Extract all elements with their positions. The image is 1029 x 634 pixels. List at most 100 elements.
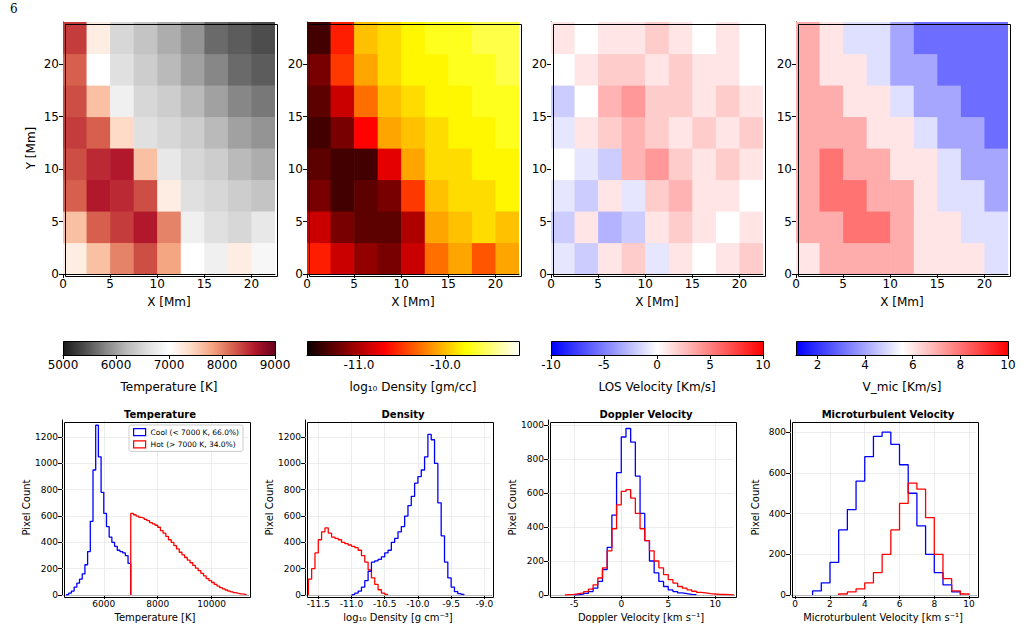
svg-text:X [Mm]: X [Mm]	[147, 295, 190, 309]
svg-text:200: 200	[527, 556, 544, 566]
svg-text:10: 10	[709, 599, 721, 609]
svg-text:15: 15	[685, 277, 700, 291]
svg-text:10000: 10000	[197, 599, 226, 609]
svg-text:15: 15	[532, 110, 547, 124]
svg-text:0: 0	[303, 277, 311, 291]
svg-text:0: 0	[539, 267, 547, 281]
svg-text:2: 2	[814, 358, 822, 372]
svg-text:8000: 8000	[146, 599, 169, 609]
svg-text:Density: Density	[382, 409, 425, 420]
svg-text:1000: 1000	[521, 420, 544, 430]
svg-text:9000: 9000	[260, 358, 291, 372]
svg-text:10: 10	[394, 277, 409, 291]
svg-text:0: 0	[792, 277, 800, 291]
svg-text:LOS Velocity [Km/s]: LOS Velocity [Km/s]	[598, 380, 715, 394]
svg-text:4: 4	[862, 599, 868, 609]
svg-text:Hot (> 7000 K, 34.0%): Hot (> 7000 K, 34.0%)	[151, 440, 236, 449]
svg-text:0: 0	[538, 590, 544, 600]
svg-text:0: 0	[784, 267, 792, 281]
svg-text:1200: 1200	[35, 432, 58, 442]
svg-text:-10: -10	[541, 358, 561, 372]
svg-text:Microturbulent Velocity: Microturbulent Velocity	[822, 409, 955, 420]
svg-text:Doppler Velocity: Doppler Velocity	[599, 409, 693, 420]
svg-text:7000: 7000	[154, 358, 185, 372]
svg-text:-10.0: -10.0	[430, 358, 461, 372]
svg-text:20: 20	[777, 57, 792, 71]
svg-text:1000: 1000	[35, 458, 58, 468]
svg-text:Temperature [K]: Temperature [K]	[119, 380, 217, 394]
svg-text:200: 200	[769, 549, 786, 559]
svg-text:0: 0	[792, 599, 798, 609]
svg-text:0: 0	[547, 277, 555, 291]
svg-text:800: 800	[527, 454, 544, 464]
svg-text:Pixel Count: Pixel Count	[507, 479, 518, 535]
svg-text:10: 10	[1000, 358, 1015, 372]
svg-text:600: 600	[41, 511, 58, 521]
svg-text:-9.0: -9.0	[476, 599, 494, 609]
svg-text:Cool (< 7000 K, 66.0%): Cool (< 7000 K, 66.0%)	[151, 428, 239, 437]
svg-text:-10.5: -10.5	[373, 599, 396, 609]
svg-text:Pixel Count: Pixel Count	[264, 479, 275, 535]
svg-text:X [Mm]: X [Mm]	[635, 295, 678, 309]
svg-text:15: 15	[44, 110, 59, 124]
svg-text:0: 0	[295, 590, 301, 600]
svg-text:5: 5	[665, 599, 671, 609]
svg-text:6: 6	[909, 358, 917, 372]
svg-text:15: 15	[197, 277, 212, 291]
svg-text:800: 800	[41, 485, 58, 495]
svg-text:-10.0: -10.0	[406, 599, 430, 609]
svg-text:600: 600	[769, 468, 786, 478]
svg-text:-11.5: -11.5	[307, 599, 330, 609]
svg-text:20: 20	[244, 277, 259, 291]
svg-text:5: 5	[706, 358, 714, 372]
svg-text:Doppler Velocity [km s⁻¹]: Doppler Velocity [km s⁻¹]	[578, 612, 704, 623]
svg-text:Temperature: Temperature	[124, 409, 196, 420]
svg-text:8: 8	[931, 599, 937, 609]
svg-text:20: 20	[488, 277, 503, 291]
svg-text:5: 5	[784, 215, 792, 229]
svg-text:10: 10	[963, 599, 975, 609]
svg-text:20: 20	[532, 57, 547, 71]
svg-text:4: 4	[861, 358, 869, 372]
svg-text:log₁₀ Density [g cm⁻³]: log₁₀ Density [g cm⁻³]	[343, 612, 453, 623]
svg-text:200: 200	[284, 564, 301, 574]
svg-text:15: 15	[441, 277, 456, 291]
svg-text:Microturbulent Velocity [km s⁻: Microturbulent Velocity [km s⁻¹]	[803, 612, 963, 623]
svg-text:8000: 8000	[207, 358, 238, 372]
svg-text:1000: 1000	[278, 458, 301, 468]
svg-text:10: 10	[288, 162, 303, 176]
svg-text:400: 400	[41, 537, 58, 547]
svg-text:Pixel Count: Pixel Count	[21, 479, 32, 535]
svg-text:10: 10	[755, 358, 770, 372]
svg-text:log₁₀ Density [gm/cc]: log₁₀ Density [gm/cc]	[349, 380, 476, 394]
svg-text:20: 20	[732, 277, 747, 291]
svg-text:X [Mm]: X [Mm]	[391, 295, 434, 309]
svg-text:5: 5	[594, 277, 602, 291]
svg-text:Y [Mm]: Y [Mm]	[24, 127, 38, 171]
svg-text:600: 600	[527, 488, 544, 498]
svg-text:0: 0	[618, 599, 624, 609]
svg-text:5: 5	[106, 277, 114, 291]
svg-text:10: 10	[777, 162, 792, 176]
svg-text:10: 10	[532, 162, 547, 176]
svg-text:20: 20	[977, 277, 992, 291]
svg-text:5: 5	[350, 277, 358, 291]
svg-text:600: 600	[284, 511, 301, 521]
svg-text:Temperature [K]: Temperature [K]	[114, 612, 196, 623]
svg-text:800: 800	[284, 485, 301, 495]
svg-text:20: 20	[288, 57, 303, 71]
svg-text:-11.0: -11.0	[340, 599, 364, 609]
svg-text:5: 5	[839, 277, 847, 291]
svg-text:20: 20	[44, 57, 59, 71]
svg-text:5: 5	[51, 215, 59, 229]
svg-text:200: 200	[41, 564, 58, 574]
svg-text:6000: 6000	[92, 599, 115, 609]
svg-text:1200: 1200	[278, 432, 301, 442]
svg-text:5000: 5000	[48, 358, 79, 372]
svg-text:0: 0	[59, 277, 67, 291]
svg-text:15: 15	[777, 110, 792, 124]
svg-text:6000: 6000	[101, 358, 132, 372]
svg-text:15: 15	[930, 277, 945, 291]
svg-text:8: 8	[957, 358, 965, 372]
svg-text:10: 10	[638, 277, 653, 291]
